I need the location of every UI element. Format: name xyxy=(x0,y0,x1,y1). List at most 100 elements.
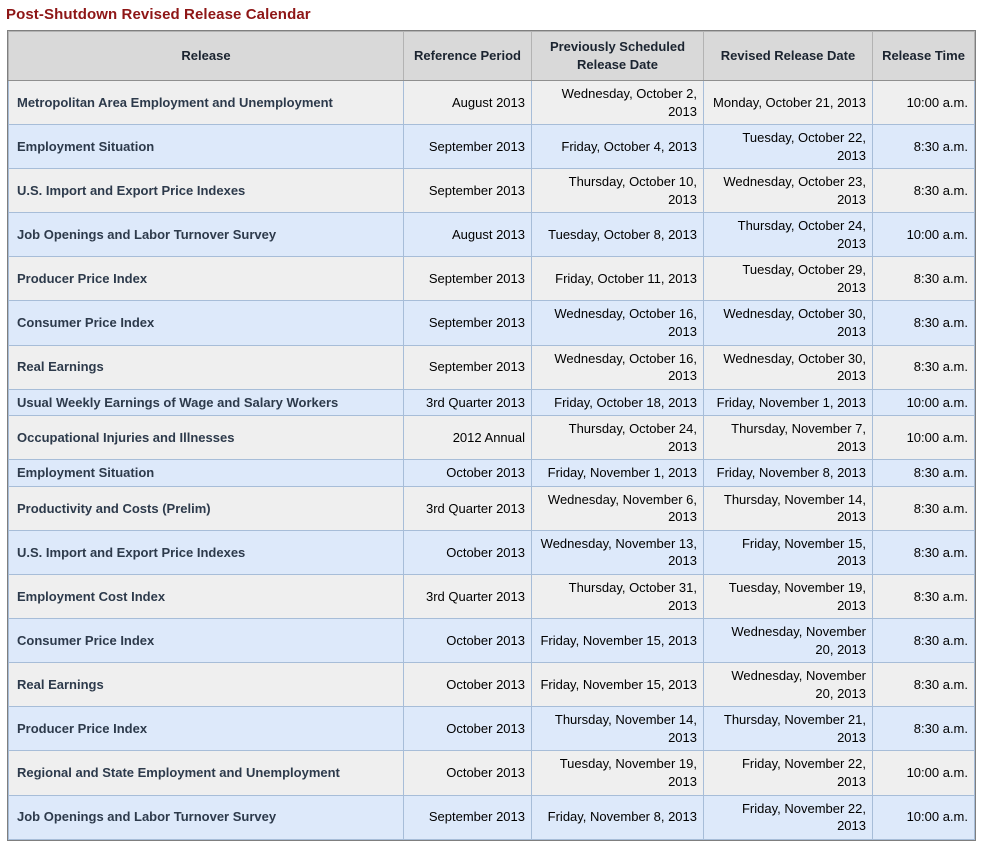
cell-revised-release-date: Friday, November 8, 2013 xyxy=(703,459,873,487)
cell-release-time: 8:30 a.m. xyxy=(872,618,975,664)
cell-reference-period: October 2013 xyxy=(403,750,532,796)
col-header-reference-period: Reference Period xyxy=(403,31,532,81)
cell-revised-release-date: Tuesday, October 29, 2013 xyxy=(703,256,873,302)
cell-reference-period: September 2013 xyxy=(403,124,532,170)
cell-release-time: 8:30 a.m. xyxy=(872,662,975,708)
cell-reference-period: October 2013 xyxy=(403,706,532,752)
cell-reference-period: 3rd Quarter 2013 xyxy=(403,485,532,531)
table-row: Employment Situation October 2013 Friday, … xyxy=(8,459,975,487)
cell-previously-scheduled-release-date: Thursday, October 10, 2013 xyxy=(531,168,704,214)
cell-previously-scheduled-release-date: Tuesday, November 19, 2013 xyxy=(531,750,704,796)
cell-release-time: 8:30 a.m. xyxy=(872,485,975,531)
cell-release-time: 10:00 a.m. xyxy=(872,212,975,258)
cell-release: Producer Price Index xyxy=(8,256,404,302)
cell-reference-period: September 2013 xyxy=(403,168,532,214)
cell-previously-scheduled-release-date: Wednesday, October 16, 2013 xyxy=(531,344,704,390)
cell-revised-release-date: Wednesday, October 30, 2013 xyxy=(703,300,873,346)
table-row: Occupational Injuries and Illnesses 2012 … xyxy=(8,415,975,461)
table-row: Real Earnings September 2013 Wednesday, Oc… xyxy=(8,344,975,390)
col-header-previously-scheduled-release-date: Previously Scheduled Release Date xyxy=(531,31,704,81)
cell-release-time: 8:30 a.m. xyxy=(872,529,975,576)
cell-revised-release-date: Monday, October 21, 2013 xyxy=(703,79,873,126)
cell-previously-scheduled-release-date: Friday, November 15, 2013 xyxy=(531,618,704,664)
cell-release: Job Openings and Labor Turnover Survey xyxy=(8,794,404,840)
cell-revised-release-date: Friday, November 22, 2013 xyxy=(703,750,873,796)
cell-revised-release-date: Thursday, November 21, 2013 xyxy=(703,706,873,752)
table-row: Job Openings and Labor Turnover Survey Au… xyxy=(8,212,975,258)
col-header-release: Release xyxy=(8,31,404,81)
page-title: Post-Shutdown Revised Release Calendar xyxy=(6,6,311,23)
table-row: Employment Situation September 2013 Friday… xyxy=(8,124,975,170)
cell-release: Productivity and Costs (Prelim) xyxy=(8,485,404,531)
cell-release-time: 10:00 a.m. xyxy=(872,750,975,796)
cell-release: Occupational Injuries and Illnesses xyxy=(8,415,404,461)
cell-revised-release-date: Thursday, November 7, 2013 xyxy=(703,415,873,461)
table-row: U.S. Import and Export Price Indexes Octo… xyxy=(8,529,975,576)
cell-revised-release-date: Thursday, November 14, 2013 xyxy=(703,485,873,531)
cell-previously-scheduled-release-date: Wednesday, October 2, 2013 xyxy=(531,79,704,126)
cell-release-time: 8:30 a.m. xyxy=(872,300,975,346)
cell-previously-scheduled-release-date: Wednesday, November 6, 2013 xyxy=(531,485,704,531)
table-row: Real Earnings October 2013 Friday, Novembe… xyxy=(8,662,975,708)
cell-release: Employment Situation xyxy=(8,459,404,487)
cell-revised-release-date: Wednesday, November 20, 2013 xyxy=(703,662,873,708)
table-row: Regional and State Employment and Unempl… xyxy=(8,750,975,796)
cell-previously-scheduled-release-date: Friday, November 1, 2013 xyxy=(531,459,704,487)
table-row: Producer Price Index October 2013 Thursday… xyxy=(8,706,975,752)
table-row: U.S. Import and Export Price Indexes Sept… xyxy=(8,168,975,214)
cell-release-time: 10:00 a.m. xyxy=(872,79,975,126)
cell-previously-scheduled-release-date: Wednesday, October 16, 2013 xyxy=(531,300,704,346)
cell-release-time: 8:30 a.m. xyxy=(872,168,975,214)
table-row: Productivity and Costs (Prelim) 3rd Quart… xyxy=(8,485,975,531)
cell-previously-scheduled-release-date: Thursday, October 24, 2013 xyxy=(531,415,704,461)
cell-reference-period: August 2013 xyxy=(403,79,532,126)
cell-release: Job Openings and Labor Turnover Survey xyxy=(8,212,404,258)
cell-release-time: 10:00 a.m. xyxy=(872,794,975,840)
table-body: Metropolitan Area Employment and Unemplo… xyxy=(8,79,975,840)
cell-release: Real Earnings xyxy=(8,662,404,708)
cell-previously-scheduled-release-date: Friday, November 8, 2013 xyxy=(531,794,704,840)
cell-revised-release-date: Wednesday, October 30, 2013 xyxy=(703,344,873,390)
cell-release: Producer Price Index xyxy=(8,706,404,752)
cell-reference-period: October 2013 xyxy=(403,459,532,487)
cell-release-time: 10:00 a.m. xyxy=(872,415,975,461)
cell-previously-scheduled-release-date: Wednesday, November 13, 2013 xyxy=(531,529,704,576)
cell-reference-period: September 2013 xyxy=(403,256,532,302)
cell-revised-release-date: Friday, November 22, 2013 xyxy=(703,794,873,840)
col-header-revised-release-date: Revised Release Date xyxy=(703,31,873,81)
cell-revised-release-date: Friday, November 1, 2013 xyxy=(703,388,873,417)
cell-release: Employment Cost Index xyxy=(8,574,404,620)
col-header-release-time: Release Time xyxy=(872,31,975,81)
cell-release-time: 10:00 a.m. xyxy=(872,388,975,417)
cell-reference-period: October 2013 xyxy=(403,529,532,576)
cell-reference-period: October 2013 xyxy=(403,662,532,708)
cell-release: Usual Weekly Earnings of Wage and Salary… xyxy=(8,388,404,417)
cell-release-time: 8:30 a.m. xyxy=(872,344,975,390)
cell-previously-scheduled-release-date: Thursday, November 14, 2013 xyxy=(531,706,704,752)
cell-reference-period: September 2013 xyxy=(403,794,532,840)
cell-release-time: 8:30 a.m. xyxy=(872,256,975,302)
header-row: Release Reference Period Previously Sche… xyxy=(8,31,975,81)
table-header: Release Reference Period Previously Sche… xyxy=(8,31,975,81)
cell-release: U.S. Import and Export Price Indexes xyxy=(8,529,404,576)
cell-release: Regional and State Employment and Unempl… xyxy=(8,750,404,796)
cell-revised-release-date: Wednesday, October 23, 2013 xyxy=(703,168,873,214)
cell-reference-period: September 2013 xyxy=(403,344,532,390)
table-row: Metropolitan Area Employment and Unemplo… xyxy=(8,79,975,126)
cell-previously-scheduled-release-date: Friday, October 18, 2013 xyxy=(531,388,704,417)
cell-reference-period: October 2013 xyxy=(403,618,532,664)
table-row: Consumer Price Index September 2013 Wednes… xyxy=(8,300,975,346)
cell-reference-period: 2012 Annual xyxy=(403,415,532,461)
table-row: Usual Weekly Earnings of Wage and Salary… xyxy=(8,388,975,417)
cell-release-time: 8:30 a.m. xyxy=(872,124,975,170)
cell-release: Consumer Price Index xyxy=(8,618,404,664)
cell-release-time: 8:30 a.m. xyxy=(872,459,975,487)
table-row: Job Openings and Labor Turnover Survey Se… xyxy=(8,794,975,840)
cell-previously-scheduled-release-date: Friday, October 11, 2013 xyxy=(531,256,704,302)
cell-release-time: 8:30 a.m. xyxy=(872,706,975,752)
cell-reference-period: August 2013 xyxy=(403,212,532,258)
cell-reference-period: 3rd Quarter 2013 xyxy=(403,574,532,620)
cell-release: Consumer Price Index xyxy=(8,300,404,346)
table-row: Producer Price Index September 2013 Friday… xyxy=(8,256,975,302)
